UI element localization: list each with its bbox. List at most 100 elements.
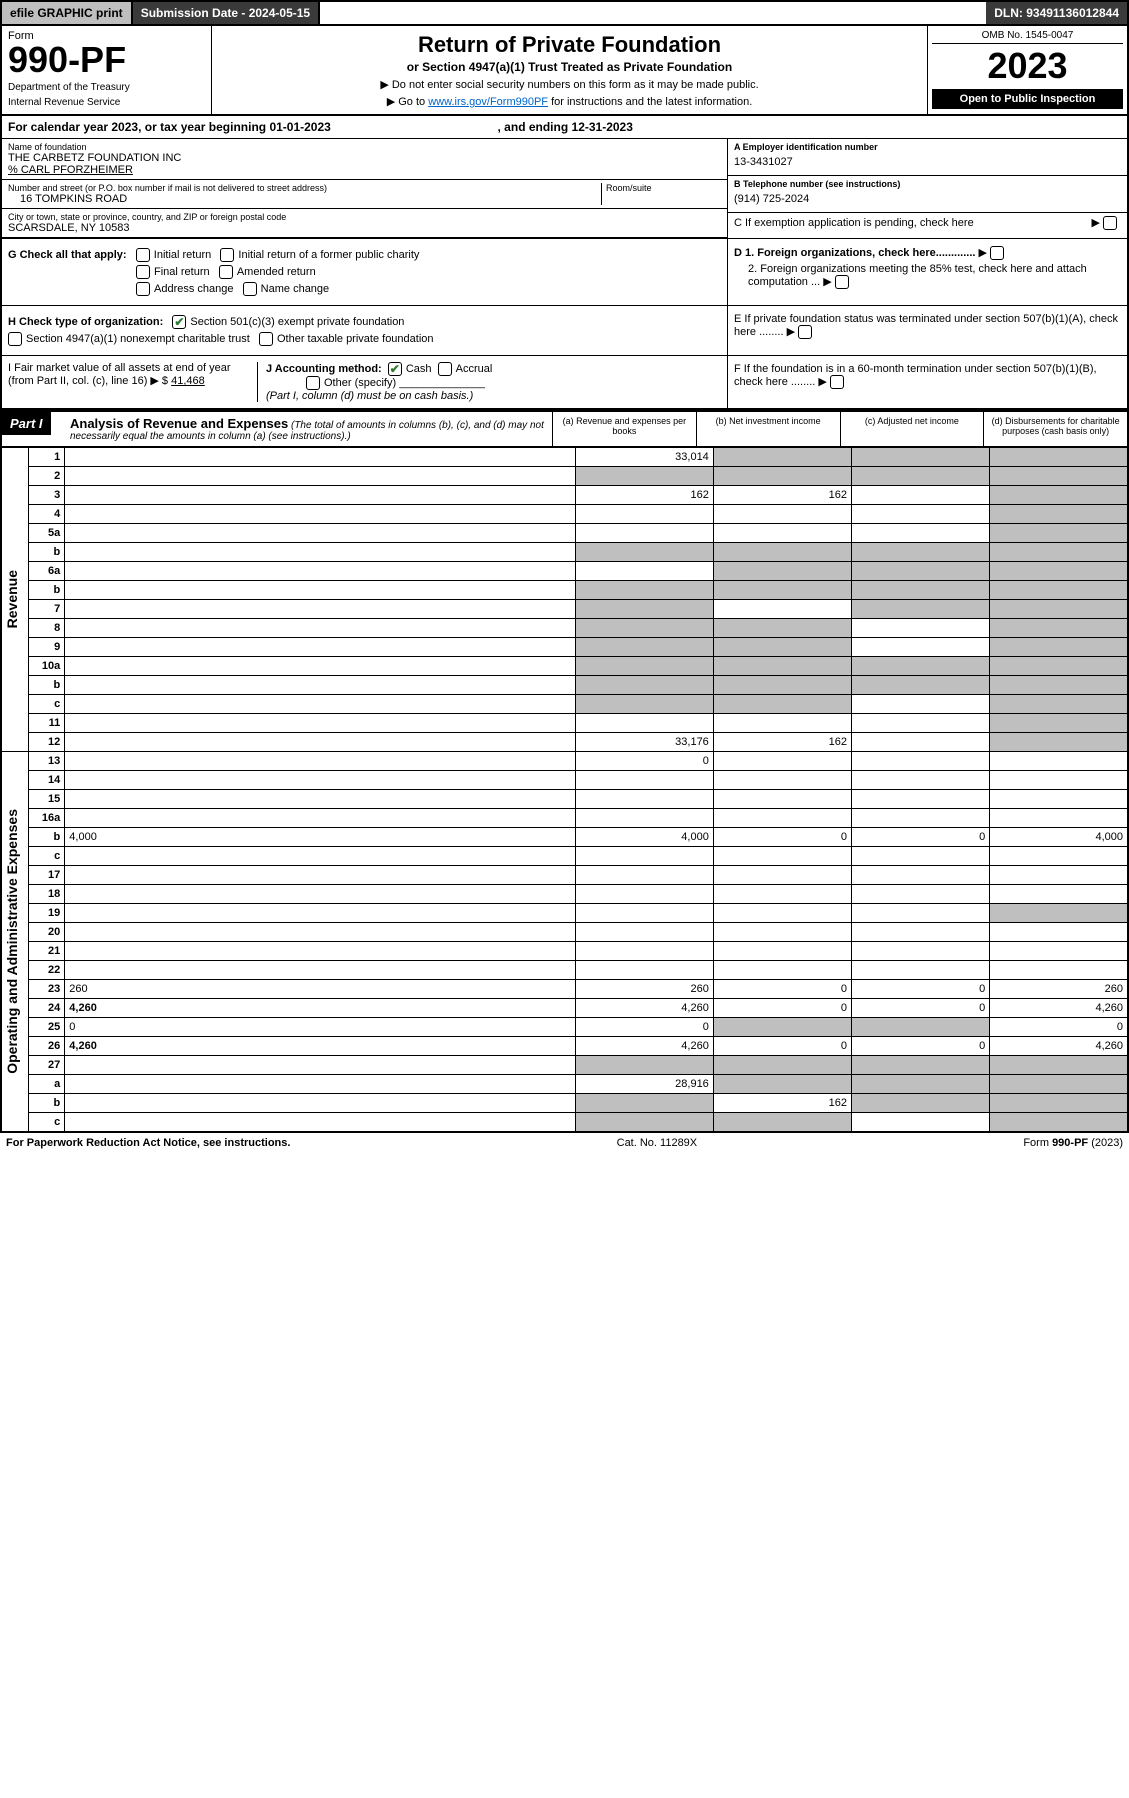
f-label: F If the foundation is in a 60-month ter… — [734, 363, 1097, 388]
line-number: 26 — [29, 1037, 65, 1056]
col-b-header: (b) Net investment income — [696, 412, 840, 446]
line-number: 1 — [29, 448, 65, 467]
line-desc — [65, 638, 575, 657]
table-row: b — [1, 543, 1128, 562]
omb-number: OMB No. 1545-0047 — [932, 30, 1123, 44]
line-number: c — [29, 1113, 65, 1133]
calyear-begin: For calendar year 2023, or tax year begi… — [8, 120, 331, 134]
city-value: SCARSDALE, NY 10583 — [8, 222, 721, 234]
table-row: a28,916 — [1, 1075, 1128, 1094]
cell-c — [852, 714, 990, 733]
j1-checkbox[interactable] — [388, 362, 402, 376]
efile-print-button[interactable]: efile GRAPHIC print — [2, 2, 133, 24]
cell-c — [852, 619, 990, 638]
line-number: 7 — [29, 600, 65, 619]
open-public-badge: Open to Public Inspection — [932, 89, 1123, 109]
cell-a — [575, 600, 713, 619]
form-header: Form 990-PF Department of the Treasury I… — [0, 26, 1129, 114]
footer-center: Cat. No. 11289X — [617, 1137, 698, 1149]
cell-d — [990, 942, 1128, 961]
line-number: 5a — [29, 524, 65, 543]
table-row: 264,2604,260004,260 — [1, 1037, 1128, 1056]
line-number: c — [29, 847, 65, 866]
cell-a — [575, 676, 713, 695]
cell-b — [713, 524, 851, 543]
h2-checkbox[interactable] — [8, 332, 22, 346]
line-desc — [65, 904, 575, 923]
line-number: 11 — [29, 714, 65, 733]
check-section-gd: G Check all that apply: Initial return I… — [0, 239, 1129, 306]
irs-link[interactable]: www.irs.gov/Form990PF — [428, 96, 548, 108]
cell-c — [852, 581, 990, 600]
cell-d — [990, 562, 1128, 581]
cell-c — [852, 1056, 990, 1075]
cell-a — [575, 505, 713, 524]
cell-b — [713, 657, 851, 676]
f-checkbox[interactable] — [830, 375, 844, 389]
g3-label: Final return — [154, 266, 210, 278]
j3-label: Other (specify) — [324, 377, 396, 389]
cell-b: 162 — [713, 486, 851, 505]
foundation-name-field: Name of foundation THE CARBETZ FOUNDATIO… — [2, 139, 727, 180]
cell-a — [575, 1056, 713, 1075]
g4-checkbox[interactable] — [219, 265, 233, 279]
cell-a — [575, 657, 713, 676]
table-row: 11 — [1, 714, 1128, 733]
header-center: Return of Private Foundation or Section … — [212, 26, 927, 114]
table-row: 20 — [1, 923, 1128, 942]
g1-checkbox[interactable] — [136, 248, 150, 262]
expenses-section-label: Operating and Administrative Expenses — [1, 752, 29, 1133]
cell-c — [852, 885, 990, 904]
cell-c — [852, 790, 990, 809]
cell-a: 28,916 — [575, 1075, 713, 1094]
cell-b — [713, 847, 851, 866]
line-desc: 4,000 — [65, 828, 575, 847]
line-number: 19 — [29, 904, 65, 923]
line-desc — [65, 733, 575, 752]
cell-b — [713, 600, 851, 619]
cell-d — [990, 467, 1128, 486]
cell-a: 4,260 — [575, 999, 713, 1018]
table-row: 5a — [1, 524, 1128, 543]
cell-b: 0 — [713, 999, 851, 1018]
cell-a — [575, 581, 713, 600]
exemption-checkbox[interactable] — [1103, 216, 1117, 230]
line-number: 12 — [29, 733, 65, 752]
cell-c: 0 — [852, 999, 990, 1018]
city-row: City or town, state or province, country… — [2, 209, 727, 238]
g3-checkbox[interactable] — [136, 265, 150, 279]
cell-a — [575, 562, 713, 581]
d2-checkbox[interactable] — [835, 275, 849, 289]
form-title: Return of Private Foundation — [218, 32, 921, 58]
cell-a — [575, 543, 713, 562]
g2-checkbox[interactable] — [220, 248, 234, 262]
cell-a: 0 — [575, 1018, 713, 1037]
table-row: 22 — [1, 961, 1128, 980]
h3-checkbox[interactable] — [259, 332, 273, 346]
j2-checkbox[interactable] — [438, 362, 452, 376]
e-checkbox[interactable] — [798, 325, 812, 339]
name-value: THE CARBETZ FOUNDATION INC — [8, 152, 721, 164]
g6-label: Name change — [261, 283, 330, 295]
d1-label: D 1. Foreign organizations, check here..… — [734, 247, 975, 259]
cell-a — [575, 847, 713, 866]
note2-post: for instructions and the latest informat… — [548, 96, 752, 108]
j3-checkbox[interactable] — [306, 376, 320, 390]
exemption-pending-field: C If exemption application is pending, c… — [728, 213, 1127, 233]
cell-d — [990, 771, 1128, 790]
g6-checkbox[interactable] — [243, 282, 257, 296]
g5-checkbox[interactable] — [136, 282, 150, 296]
cell-a — [575, 638, 713, 657]
cell-c — [852, 638, 990, 657]
h1-checkbox[interactable] — [172, 315, 186, 329]
form-note-ssn: ▶ Do not enter social security numbers o… — [218, 78, 921, 91]
d1-checkbox[interactable] — [990, 246, 1004, 260]
cell-d — [990, 505, 1128, 524]
h2-label: Section 4947(a)(1) nonexempt charitable … — [26, 333, 250, 345]
table-row: 19 — [1, 904, 1128, 923]
cell-c — [852, 733, 990, 752]
line-desc — [65, 790, 575, 809]
cell-d — [990, 657, 1128, 676]
line-number: 2 — [29, 467, 65, 486]
line-desc — [65, 752, 575, 771]
